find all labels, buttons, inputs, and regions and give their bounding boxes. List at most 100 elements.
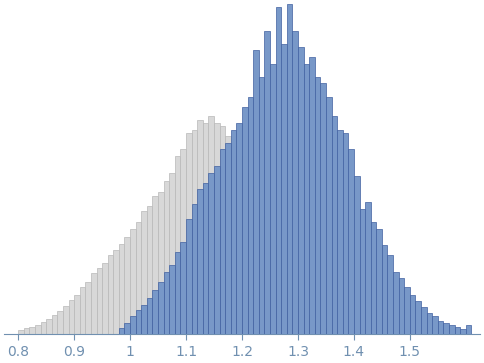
Bar [57, 311, 63, 334]
Bar [192, 204, 197, 334]
Bar [220, 150, 225, 334]
Bar [292, 297, 298, 334]
Bar [253, 202, 259, 334]
Bar [203, 183, 209, 334]
Bar [69, 300, 74, 334]
Bar [169, 172, 175, 334]
Bar [186, 133, 192, 334]
Bar [460, 330, 466, 334]
Bar [275, 8, 281, 334]
Bar [337, 130, 343, 334]
Bar [298, 308, 303, 334]
Bar [360, 209, 365, 334]
Bar [197, 189, 203, 334]
Bar [220, 126, 225, 334]
Bar [410, 295, 415, 334]
Bar [108, 255, 113, 334]
Bar [236, 123, 242, 334]
Bar [432, 316, 438, 334]
Bar [158, 282, 164, 334]
Bar [415, 301, 421, 334]
Bar [248, 97, 253, 334]
Bar [63, 306, 69, 334]
Bar [236, 156, 242, 334]
Bar [209, 172, 214, 334]
Bar [119, 244, 124, 334]
Bar [119, 328, 124, 334]
Bar [315, 325, 320, 334]
Bar [438, 321, 443, 334]
Bar [466, 325, 471, 334]
Bar [169, 265, 175, 334]
Bar [209, 117, 214, 334]
Bar [332, 117, 337, 334]
Bar [175, 156, 181, 334]
Bar [164, 181, 169, 334]
Bar [320, 83, 326, 334]
Bar [30, 327, 35, 334]
Bar [85, 282, 91, 334]
Bar [264, 232, 270, 334]
Bar [259, 77, 264, 334]
Bar [80, 286, 85, 334]
Bar [113, 250, 119, 334]
Bar [91, 273, 96, 334]
Bar [248, 186, 253, 334]
Bar [298, 47, 303, 334]
Bar [242, 172, 248, 334]
Bar [152, 290, 158, 334]
Bar [326, 97, 332, 334]
Bar [158, 192, 164, 334]
Bar [287, 4, 292, 334]
Bar [259, 216, 264, 334]
Bar [253, 50, 259, 334]
Bar [96, 268, 102, 334]
Bar [175, 252, 181, 334]
Bar [164, 272, 169, 334]
Bar [141, 211, 147, 334]
Bar [315, 77, 320, 334]
Bar [203, 123, 209, 334]
Bar [136, 222, 141, 334]
Bar [231, 130, 236, 334]
Bar [52, 315, 57, 334]
Bar [74, 295, 80, 334]
Bar [225, 136, 231, 334]
Bar [147, 298, 152, 334]
Bar [181, 150, 186, 334]
Bar [197, 120, 203, 334]
Bar [147, 205, 152, 334]
Bar [130, 316, 136, 334]
Bar [427, 313, 432, 334]
Bar [399, 278, 404, 334]
Bar [275, 260, 281, 334]
Bar [242, 107, 248, 334]
Bar [309, 57, 315, 334]
Bar [270, 245, 275, 334]
Bar [343, 133, 348, 334]
Bar [443, 323, 449, 334]
Bar [18, 330, 24, 334]
Bar [292, 30, 298, 334]
Bar [181, 242, 186, 334]
Bar [214, 123, 220, 334]
Bar [388, 255, 393, 334]
Bar [225, 143, 231, 334]
Bar [454, 327, 460, 334]
Bar [124, 237, 130, 334]
Bar [348, 150, 354, 334]
Bar [152, 196, 158, 334]
Bar [281, 44, 287, 334]
Bar [214, 166, 220, 334]
Bar [231, 146, 236, 334]
Bar [35, 325, 41, 334]
Bar [320, 329, 326, 334]
Bar [264, 30, 270, 334]
Bar [141, 305, 147, 334]
Bar [46, 319, 52, 334]
Bar [281, 273, 287, 334]
Bar [186, 219, 192, 334]
Bar [303, 64, 309, 334]
Bar [270, 64, 275, 334]
Bar [303, 315, 309, 334]
